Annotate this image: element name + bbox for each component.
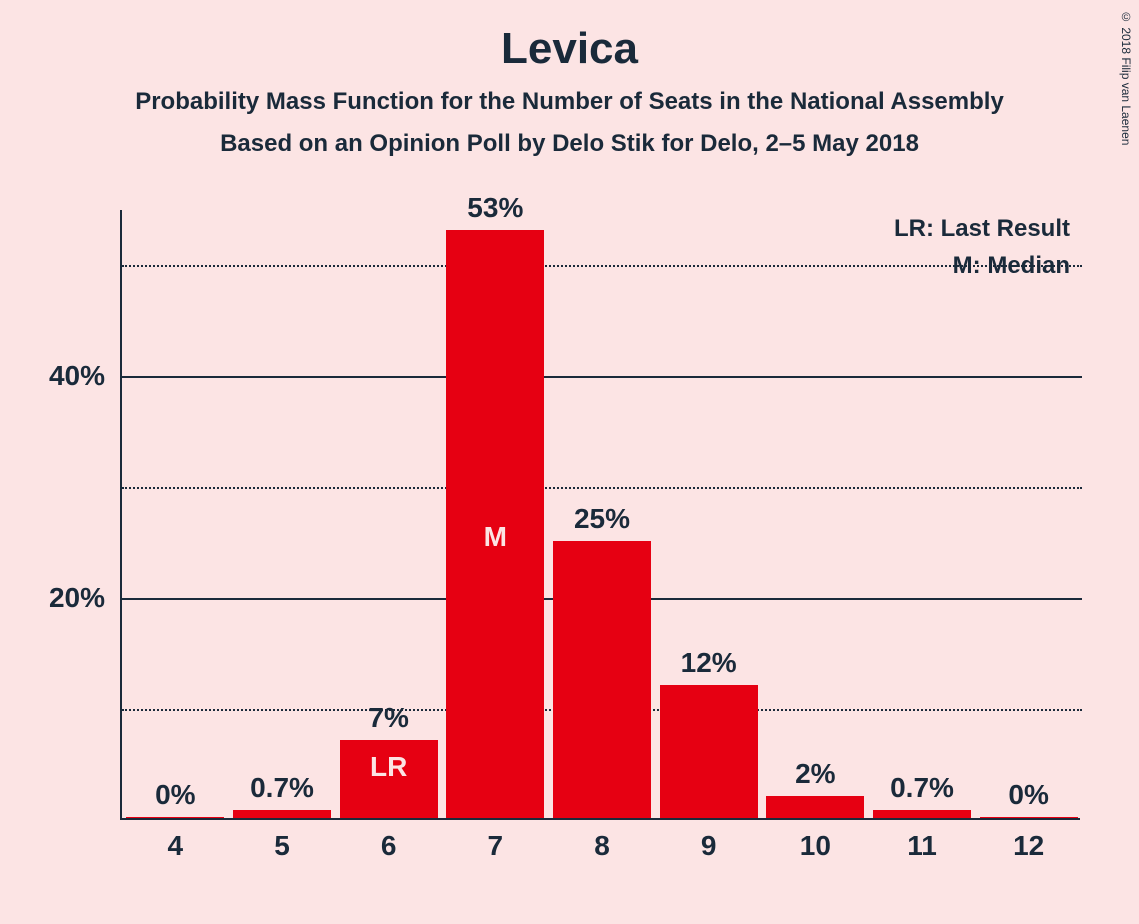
chart-plot: 20%40%LR: Last ResultM: Median0%40.7%57%… [120, 210, 1080, 820]
x-axis-tick-label: 6 [381, 830, 397, 862]
bar-inner-label: M [484, 521, 507, 553]
bar-value-label: 53% [467, 192, 523, 224]
bar-value-label: 25% [574, 503, 630, 535]
bar [233, 810, 331, 818]
y-axis-tick-label: 40% [5, 360, 105, 392]
bar [660, 685, 758, 818]
gridline-minor [122, 265, 1082, 267]
legend-item: LR: Last Result [894, 215, 1070, 243]
chart-area: 20%40%LR: Last ResultM: Median0%40.7%57%… [120, 210, 1080, 820]
bar-value-label: 0.7% [890, 772, 954, 804]
bar [553, 541, 651, 818]
x-axis-tick-label: 9 [701, 830, 717, 862]
bar-value-label: 0% [1008, 779, 1048, 811]
legend-item: M: Median [953, 252, 1070, 280]
bar [766, 796, 864, 818]
chart-subtitle-1: Probability Mass Function for the Number… [0, 88, 1139, 116]
chart-title: Levica [0, 0, 1139, 74]
bar-value-label: 0.7% [250, 772, 314, 804]
x-axis-tick-label: 11 [907, 830, 937, 862]
x-axis-tick-label: 5 [274, 830, 290, 862]
gridline-major [122, 376, 1082, 378]
y-axis-tick-label: 20% [5, 582, 105, 614]
bar-inner-label: LR [370, 751, 407, 783]
chart-subtitle-2: Based on an Opinion Poll by Delo Stik fo… [0, 130, 1139, 158]
bar [980, 817, 1078, 818]
bar-value-label: 7% [368, 702, 408, 734]
bar-value-label: 0% [155, 779, 195, 811]
bar [126, 817, 224, 818]
x-axis-tick-label: 7 [488, 830, 504, 862]
x-axis-tick-label: 8 [594, 830, 610, 862]
x-axis-tick-label: 10 [800, 830, 831, 862]
copyright-label: © 2018 Filip van Laenen [1119, 10, 1133, 145]
bar-value-label: 12% [681, 647, 737, 679]
gridline-minor [122, 487, 1082, 489]
bar-value-label: 2% [795, 758, 835, 790]
x-axis-tick-label: 12 [1013, 830, 1044, 862]
x-axis-tick-label: 4 [168, 830, 184, 862]
bar [873, 810, 971, 818]
